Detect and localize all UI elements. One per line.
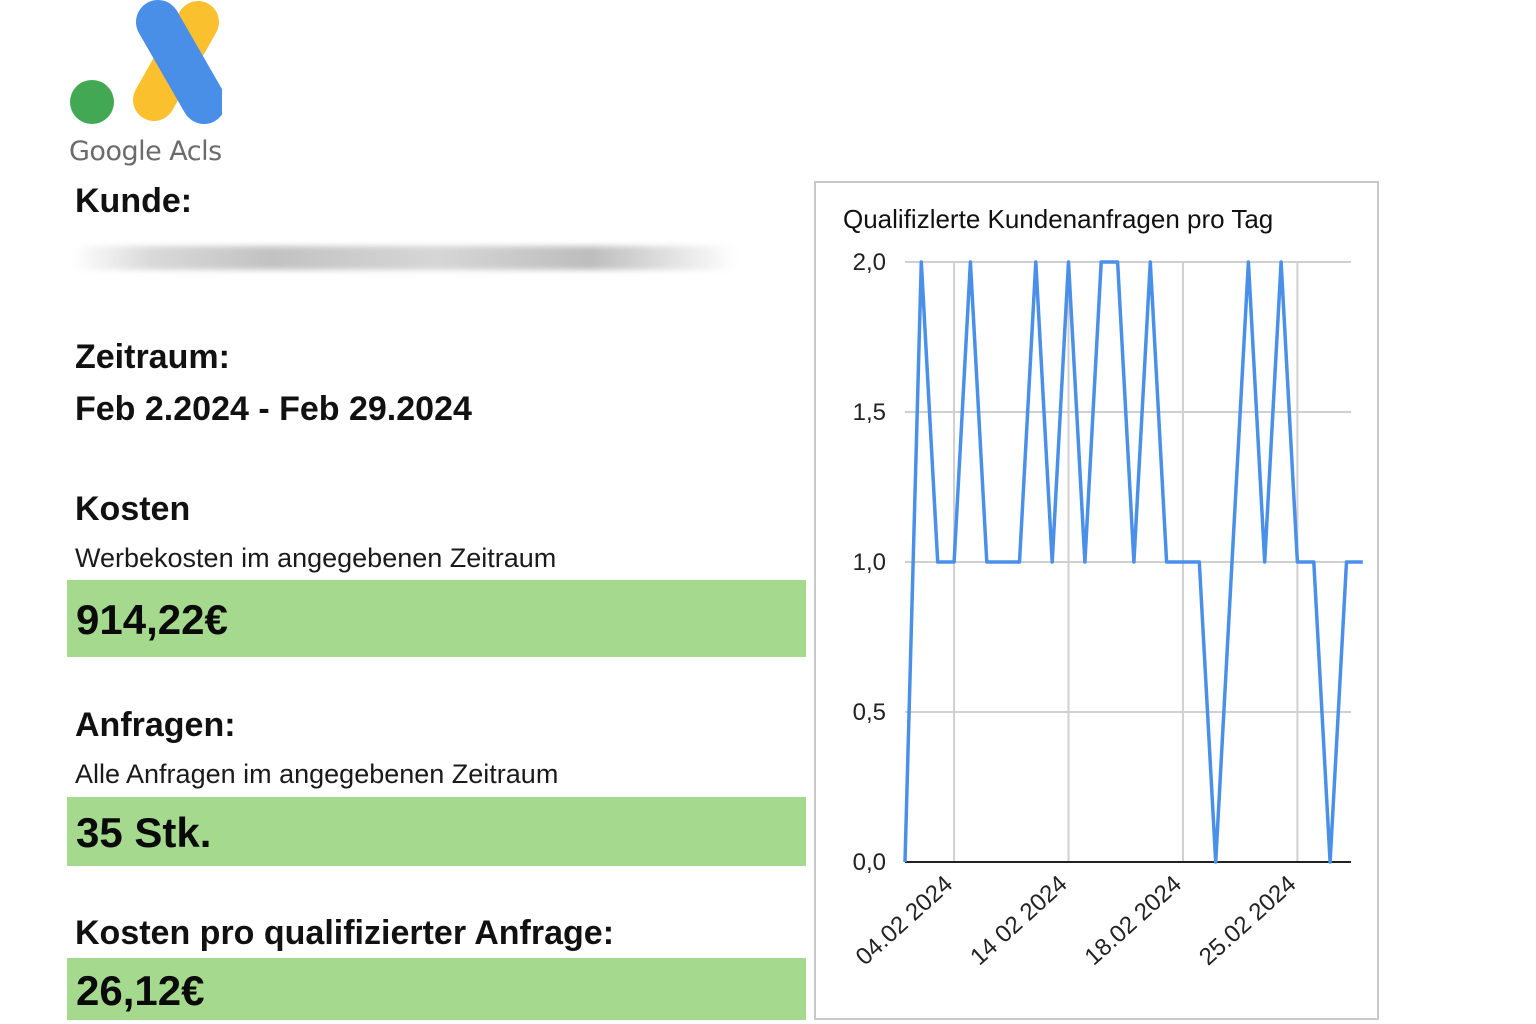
cost-per-request-value: 26,12€ [76,967,205,1014]
requests-description: Alle Anfragen im angegebenen Zeitraum [75,759,559,789]
y-tick-label: 2,0 [853,249,886,276]
y-tick-label: 1,0 [853,549,886,576]
x-tick-label: 18.02 2024 [1080,870,1187,970]
customer-label: Kunde: [75,182,193,220]
period-value: Feb 2.2024 - Feb 29.2024 [75,390,472,428]
chart-title: Qualifizlerte Kundenanfragen pro Tag [843,204,1273,234]
cost-per-request-value-box: 26,12€ [67,958,806,1020]
customer-name-redacted [72,246,736,270]
x-tick-label: 25.02 2024 [1194,870,1301,970]
costs-description: Werbekosten im angegebenen Zeitraum [75,543,557,573]
y-tick-label: 0,0 [853,849,886,876]
logo-wordmark: Google Acls [69,136,222,167]
logo-blue-stroke [136,0,222,124]
cost-per-request-label: Kosten pro qualifizierter Anfrage: [75,914,615,952]
costs-label: Kosten [75,490,191,528]
x-tick-label: 04.02 2024 [851,870,958,970]
requests-label: Anfragen: [75,706,236,744]
y-tick-label: 1,5 [853,399,886,426]
costs-value: 914,22€ [76,596,228,643]
y-tick-label: 0,5 [853,699,886,726]
chart-panel: Qualifizlerte Kundenanfragen pro Tag 2,0… [814,181,1379,1020]
x-tick-label: 14 02 2024 [965,870,1072,970]
logo-green-dot [70,80,114,124]
series-line [903,260,1363,864]
requests-value: 35 Stk. [76,809,212,856]
costs-value-box: 914,22€ [67,580,806,657]
line-chart: Qualifizlerte Kundenanfragen pro Tag 2,0… [843,204,1363,971]
period-label: Zeitraum: [75,338,230,376]
requests-value-box: 35 Stk. [67,797,806,866]
google-ads-logo [62,0,222,175]
